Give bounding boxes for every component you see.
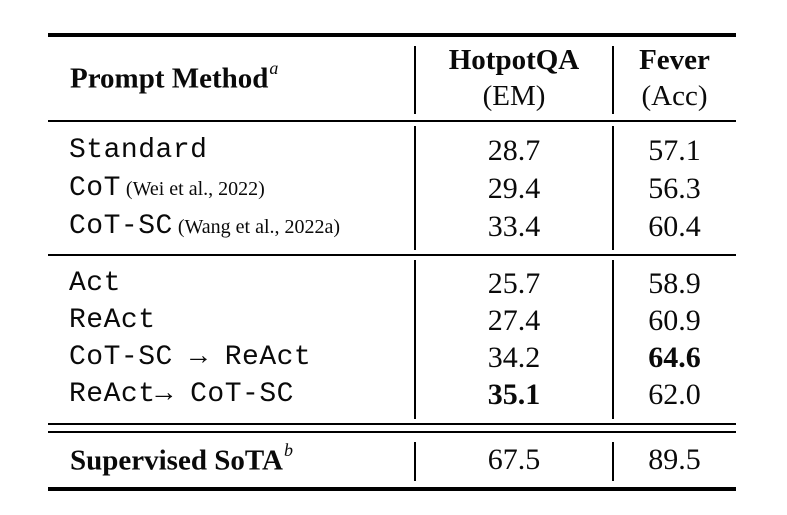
double-rule-gap: [48, 425, 736, 431]
value-cell-fever: 62.0: [648, 377, 701, 411]
footnote-marker-a: a: [269, 57, 279, 78]
vertical-divider: [612, 260, 614, 419]
value-cell-fever: 89.5: [648, 443, 701, 476]
method-name: Act: [69, 268, 121, 299]
value-cell-hotpotqa: 67.5: [487, 443, 541, 476]
citation: (Wang et al., 2022a): [177, 216, 341, 238]
supervised-sota-text: Supervised SoTA: [70, 444, 283, 477]
method-name: ReAct: [69, 305, 156, 336]
bottom-rule: [48, 487, 736, 491]
method-cell-cot: CoT (Wei et al., 2022): [48, 173, 415, 204]
vertical-divider: [612, 442, 614, 481]
value-cell-hotpotqa: 28.7: [487, 133, 541, 167]
method-name: Standard: [69, 135, 208, 166]
results-table: Prompt Methoda HotpotQA (EM) Fever (Acc)…: [48, 33, 736, 491]
table-section-baselines: Standard 28.7 57.1 CoT (Wei et al., 2022)…: [48, 122, 736, 254]
column-header-fever: Fever (Acc): [613, 42, 736, 114]
table-footer-row: Supervised SoTAb 67.5 89.5: [48, 433, 736, 487]
column-header-hotpotqa: HotpotQA (EM): [415, 42, 613, 114]
method-cell-standard: Standard: [48, 135, 415, 166]
value-cell-fever: 56.3: [648, 171, 701, 205]
method-name: ReAct→ CoT-SC: [69, 379, 294, 410]
table-header-row: Prompt Methoda HotpotQA (EM) Fever (Acc): [48, 37, 736, 120]
header-rule: [48, 119, 736, 122]
value-cell-fever: 60.9: [648, 303, 701, 337]
section-rule: [48, 253, 736, 256]
value-cell-hotpotqa: 25.7: [487, 266, 541, 300]
method-name: CoT-SC → ReAct: [69, 342, 312, 373]
method-name: CoT-SC: [69, 211, 173, 242]
value-cell-fever-best: 64.6: [648, 340, 701, 374]
footnote-marker-b: b: [283, 439, 293, 460]
method-cell-react-to-cotsc: ReAct→ CoT-SC: [48, 379, 415, 410]
vertical-divider: [612, 125, 614, 250]
column-header-hotpotqa-title: HotpotQA: [448, 44, 580, 76]
method-cell-react: ReAct: [48, 305, 415, 336]
value-cell-fever: 60.4: [648, 209, 701, 243]
value-cell-hotpotqa: 29.4: [487, 171, 541, 205]
table-section-react-methods: Act 25.7 58.9 ReAct 27.4 60.9 CoT-SC → R…: [48, 256, 736, 423]
value-cell-fever: 58.9: [648, 266, 701, 300]
method-cell-cot-sc: CoT-SC (Wang et al., 2022a): [48, 211, 415, 242]
method-cell-act: Act: [48, 268, 415, 299]
double-rule-bottom: [48, 431, 736, 433]
method-cell-cotsc-to-react: CoT-SC → ReAct: [48, 342, 415, 373]
value-cell-hotpotqa: 27.4: [487, 303, 541, 337]
column-header-hotpotqa-metric: (EM): [482, 80, 546, 112]
method-name: CoT: [69, 173, 121, 204]
double-rule-top: [48, 423, 736, 425]
supervised-sota-label: Supervised SoTAb: [48, 439, 415, 478]
value-cell-hotpotqa: 34.2: [487, 340, 541, 374]
top-rule: [48, 33, 736, 37]
citation: (Wei et al., 2022): [125, 178, 265, 200]
value-cell-hotpotqa: 33.4: [487, 209, 541, 243]
column-header-method: Prompt Methoda: [48, 57, 415, 96]
vertical-divider: [414, 260, 416, 419]
column-header-fever-metric: (Acc): [641, 80, 708, 112]
value-cell-hotpotqa-best: 35.1: [487, 377, 541, 411]
column-header-method-label: Prompt Method: [70, 62, 269, 95]
vertical-divider: [414, 45, 416, 114]
vertical-divider: [612, 45, 614, 114]
column-header-fever-title: Fever: [639, 44, 710, 76]
value-cell-fever: 57.1: [648, 133, 701, 167]
vertical-divider: [414, 125, 416, 250]
vertical-divider: [414, 442, 416, 481]
